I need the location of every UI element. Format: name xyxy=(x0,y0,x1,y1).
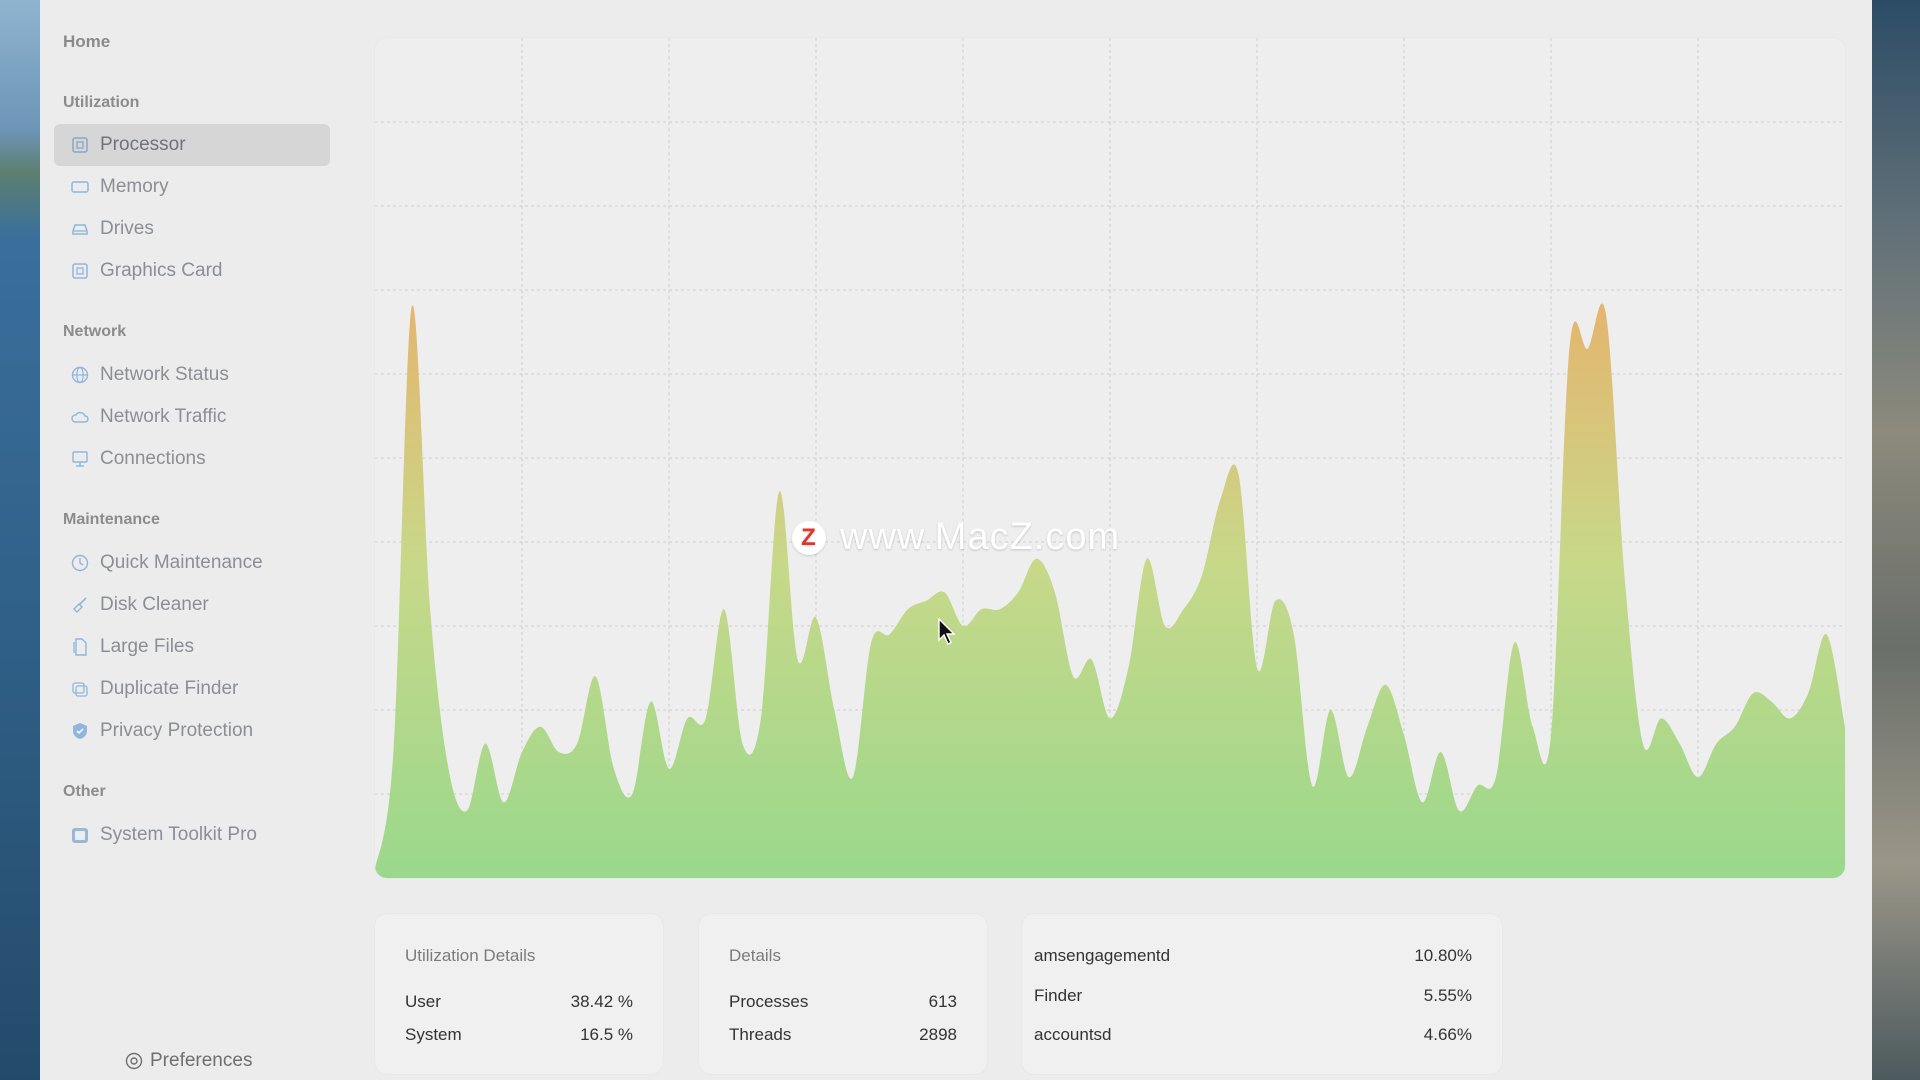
section-title-utilization: Utilization xyxy=(63,94,140,111)
utilization-row-system: System 16.5 % xyxy=(405,1025,633,1045)
sidebar-item-label: Network Traffic xyxy=(100,406,227,427)
process-name: Finder xyxy=(1034,986,1083,1005)
sidebar-item-label: Disk Cleaner xyxy=(100,594,209,615)
cpu-usage-chart xyxy=(375,38,1845,878)
sidebar-item-quick-maintenance[interactable]: Quick Maintenance xyxy=(54,542,330,584)
preferences-label: Preferences xyxy=(150,1050,253,1071)
clock-icon xyxy=(70,553,90,573)
preferences-button[interactable]: Preferences xyxy=(124,1050,252,1072)
sidebar-home[interactable]: Home xyxy=(63,32,111,51)
details-row-processes: Processes 613 xyxy=(729,992,957,1012)
details-card: Details Processes 613 Threads 2898 xyxy=(699,914,987,1074)
duplicate-icon xyxy=(70,679,90,699)
row-value: 613 xyxy=(928,992,957,1011)
top-processes-card: amsengagementd 10.80% Finder 5.55% accou… xyxy=(1022,914,1502,1074)
row-label: System xyxy=(405,1025,462,1044)
broom-icon xyxy=(70,595,90,615)
details-title: Details xyxy=(729,946,781,965)
memory-icon xyxy=(70,177,90,197)
gear-icon xyxy=(125,1052,143,1070)
process-name: amsengagementd xyxy=(1034,946,1171,965)
sidebar-item-privacy-protection[interactable]: Privacy Protection xyxy=(54,710,330,752)
sidebar-item-label: Duplicate Finder xyxy=(100,678,239,699)
sidebar-item-network-traffic[interactable]: Network Traffic xyxy=(54,396,330,438)
process-row[interactable]: accountsd 4.66% xyxy=(1034,1025,1472,1045)
process-usage: 10.80% xyxy=(1414,946,1472,965)
sidebar-item-label: Large Files xyxy=(100,636,194,657)
sidebar-item-graphics-card[interactable]: Graphics Card xyxy=(54,250,330,292)
monitor-icon xyxy=(70,449,90,469)
process-row[interactable]: Finder 5.55% xyxy=(1034,986,1472,1006)
row-label: User xyxy=(405,992,441,1011)
macz-logo-icon: Z xyxy=(792,520,826,555)
shield-icon xyxy=(70,721,90,741)
sidebar-item-label: Privacy Protection xyxy=(100,720,254,741)
app-icon xyxy=(70,825,90,845)
section-title-network: Network xyxy=(63,323,127,340)
process-row[interactable]: amsengagementd 10.80% xyxy=(1034,946,1472,966)
sidebar-item-label: Network Status xyxy=(100,364,229,385)
cpu-usage-area xyxy=(375,303,1845,878)
utilization-details-card: Utilization Details User 38.42 % System … xyxy=(375,914,663,1074)
utilization-row-user: User 38.42 % xyxy=(405,992,633,1012)
sidebar-item-label: Processor xyxy=(100,134,186,155)
gpu-icon xyxy=(70,261,90,281)
process-usage: 4.66% xyxy=(1423,1025,1472,1044)
cloud-icon xyxy=(70,407,90,427)
sidebar-item-disk-cleaner[interactable]: Disk Cleaner xyxy=(54,584,330,626)
app-window: Home Utilization Processor Memory Drives… xyxy=(40,0,1872,1080)
watermark-text: www.MacZ.com xyxy=(840,516,1121,558)
sidebar-item-large-files[interactable]: Large Files xyxy=(54,626,330,668)
sidebar-item-label: Graphics Card xyxy=(100,260,223,281)
row-value: 16.5 % xyxy=(580,1025,633,1044)
sidebar-item-label: Memory xyxy=(100,176,169,197)
sidebar-item-label: System Toolkit Pro xyxy=(100,824,257,845)
files-icon xyxy=(70,637,90,657)
utilization-details-title: Utilization Details xyxy=(405,946,536,965)
sidebar-item-processor[interactable]: Processor xyxy=(54,124,330,166)
cpu-icon xyxy=(70,135,90,155)
sidebar-item-duplicate-finder[interactable]: Duplicate Finder xyxy=(54,668,330,710)
drive-icon xyxy=(70,219,90,239)
row-label: Processes xyxy=(729,992,809,1011)
sidebar-item-label: Drives xyxy=(100,218,154,239)
mouse-cursor-icon xyxy=(938,618,956,645)
sidebar-item-memory[interactable]: Memory xyxy=(54,166,330,208)
sidebar: Home Utilization Processor Memory Drives… xyxy=(40,0,340,1080)
sidebar-item-label: Quick Maintenance xyxy=(100,552,263,573)
globe-icon xyxy=(70,365,90,385)
sidebar-item-connections[interactable]: Connections xyxy=(54,438,330,480)
sidebar-item-drives[interactable]: Drives xyxy=(54,208,330,250)
process-usage: 5.55% xyxy=(1423,986,1472,1005)
sidebar-item-system-toolkit-pro[interactable]: System Toolkit Pro xyxy=(54,814,330,856)
row-value: 38.42 % xyxy=(570,992,633,1011)
row-label: Threads xyxy=(729,1025,792,1044)
section-title-other: Other xyxy=(63,783,106,800)
details-row-threads: Threads 2898 xyxy=(729,1025,957,1045)
desktop-wallpaper-right xyxy=(1872,0,1920,1080)
cpu-chart-svg xyxy=(375,38,1845,878)
desktop-wallpaper-left xyxy=(0,0,40,1080)
process-name: accountsd xyxy=(1034,1025,1112,1044)
row-value: 2898 xyxy=(919,1025,957,1044)
sidebar-item-network-status[interactable]: Network Status xyxy=(54,354,330,396)
watermark: Z www.MacZ.com xyxy=(792,516,1120,559)
sidebar-item-label: Connections xyxy=(100,448,206,469)
section-title-maintenance: Maintenance xyxy=(63,511,160,528)
